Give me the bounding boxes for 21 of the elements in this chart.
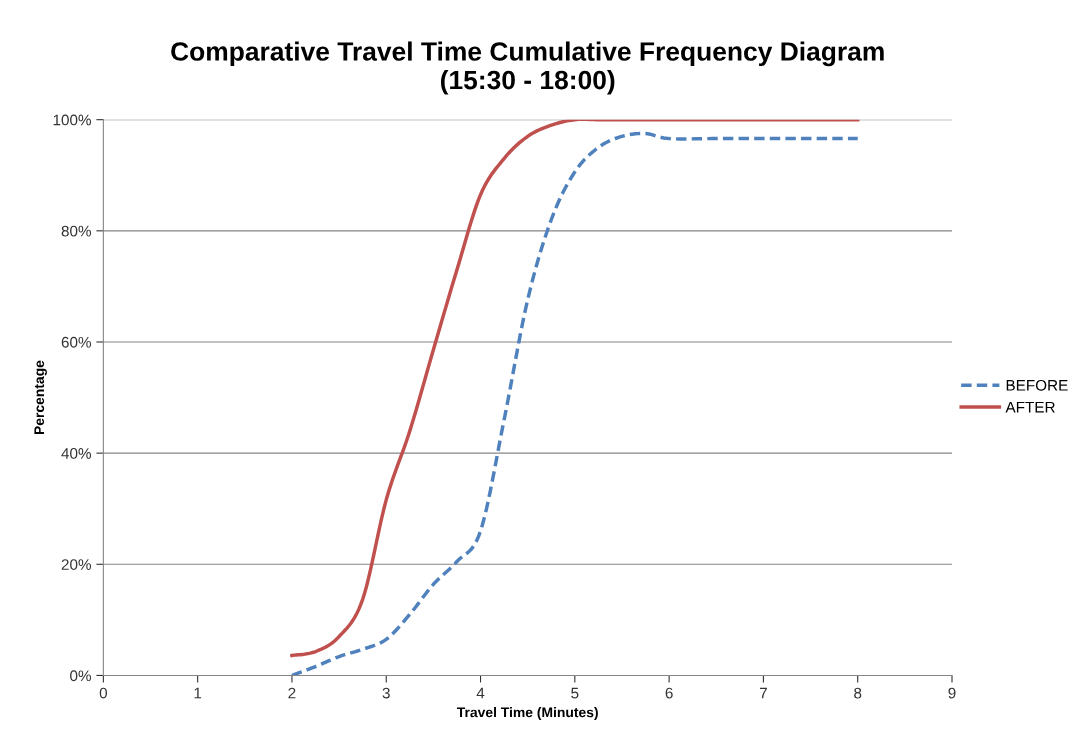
x-axis-title: Travel Time (Minutes) [456, 707, 598, 720]
y-tick-label: 40% [61, 448, 92, 459]
legend-label: AFTER [1005, 401, 1055, 413]
chart-title: Comparative Travel Time Cumulative Frequency Diagram (15:30 - 18:00) [171, 41, 884, 95]
x-tick-label: 4 [476, 687, 485, 699]
y-tick-label: 80% [61, 225, 92, 237]
y-tick-label: 0% [70, 670, 92, 682]
x-tick-label: 6 [665, 687, 673, 699]
x-tick-label: 7 [759, 687, 767, 699]
legend-label: BEFORE [1006, 379, 1068, 391]
x-tick-label: 1 [194, 687, 202, 699]
x-tick-label: 9 [948, 687, 956, 699]
x-tick-label: 8 [854, 687, 862, 699]
x-tick-label: 0 [99, 687, 108, 699]
y-axis-title: Percentage [34, 360, 47, 435]
x-tick-label: 2 [288, 687, 296, 699]
y-tick-label: 20% [61, 559, 92, 570]
y-tick-label: 60% [61, 336, 92, 348]
x-tick-label: 3 [382, 687, 390, 699]
x-tick-label: 5 [571, 687, 579, 699]
y-tick-label: 100% [53, 114, 92, 126]
